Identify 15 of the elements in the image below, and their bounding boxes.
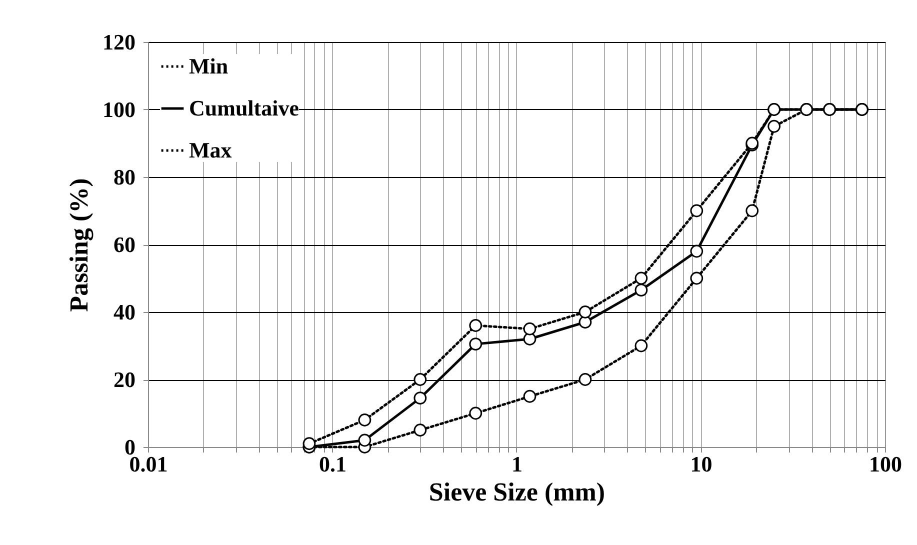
x-axis-title: Sieve Size (mm) bbox=[428, 478, 606, 506]
legend-label: Max bbox=[189, 138, 232, 162]
y-tick-label: 120 bbox=[102, 30, 136, 54]
x-tick-label: 1 bbox=[512, 452, 522, 476]
y-tick-label: 80 bbox=[114, 164, 136, 190]
x-tick-label: 100 bbox=[869, 452, 902, 476]
legend-label: Min bbox=[189, 54, 228, 78]
x-tick-label: 0.1 bbox=[319, 452, 346, 476]
y-tick-label: 40 bbox=[114, 300, 136, 324]
x-tick-label: 10 bbox=[690, 452, 712, 476]
y-tick-label: 60 bbox=[114, 232, 136, 257]
y-tick-label: 100 bbox=[102, 97, 136, 122]
y-tick-label: 20 bbox=[114, 367, 136, 392]
legend-label: Cumultaive bbox=[189, 96, 300, 120]
y-axis-title: Passing (%) bbox=[64, 178, 94, 312]
